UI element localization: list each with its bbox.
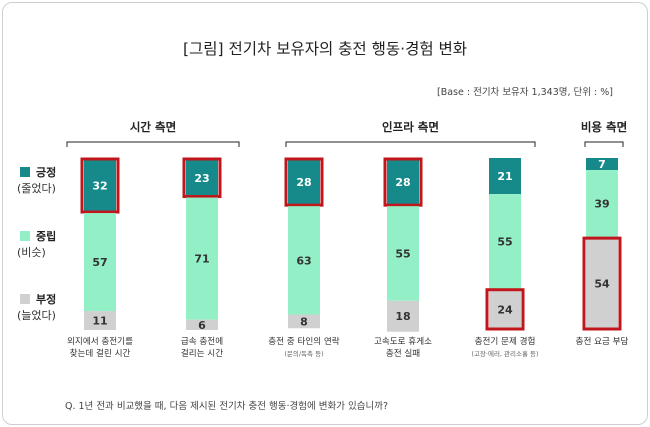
- bar-neutral-3: [387, 206, 419, 301]
- group-label: 비용 측면: [581, 120, 627, 134]
- bar-neutral-0: [84, 213, 116, 312]
- value-label: 28: [296, 176, 311, 189]
- bar-negative-3: [387, 300, 419, 332]
- category-label: 충전 실패: [386, 348, 420, 359]
- value-label: 32: [92, 180, 107, 193]
- bar-positive-0: [84, 158, 116, 214]
- value-label: 7: [598, 158, 606, 171]
- bar-neutral-1: [186, 197, 218, 320]
- highlight-box: [182, 157, 222, 199]
- bar-positive-3: [387, 158, 419, 207]
- bar-neutral-2: [288, 206, 320, 315]
- highlight-box: [582, 236, 622, 331]
- value-label: 8: [300, 315, 308, 328]
- category-note: (문의/독촉 등): [284, 349, 323, 358]
- value-label: 18: [395, 310, 410, 323]
- category-label: 외지에서 충전기를: [67, 335, 133, 347]
- base-note: [Base : 전기차 보유자 1,343명, 단위 : %]: [437, 86, 613, 98]
- legend-sub-label: (비슷): [17, 246, 46, 259]
- group-headers: 시간 측면 인프라 측면 비용 측면: [66, 120, 627, 147]
- category-label: 고속도로 휴게소: [374, 336, 432, 347]
- highlight-box: [383, 157, 423, 207]
- bar-negative-4: [489, 288, 521, 330]
- legend-sub-label: (줄었다): [17, 182, 56, 195]
- value-label: 57: [92, 256, 107, 269]
- bar-positive-1: [186, 158, 218, 198]
- legend: 긍정 (줄었다) 중립 (비슷) 부정 (늘었다): [17, 165, 56, 322]
- legend-label: 부정: [36, 292, 56, 306]
- value-label: 6: [198, 319, 206, 332]
- group-bracket: [285, 141, 536, 147]
- category-label: 걸리는 시간: [181, 348, 223, 359]
- bar-negative-1: [186, 319, 218, 330]
- bars: 32 57 11 23 71 6 28 63 8 28 55 18 21 55 24 7 39 54: [80, 157, 622, 332]
- bar-negative-0: [84, 311, 116, 330]
- bar-positive-2: [288, 158, 320, 207]
- group-bracket: [66, 141, 240, 147]
- value-label: 71: [194, 253, 209, 266]
- category-label: 충전 중 타인의 연락: [268, 335, 340, 347]
- survey-question: Q. 1년 전과 비교했을 때, 다음 제시된 전기차 충전 행동·경험에 변화…: [65, 400, 388, 412]
- group-bracket: [584, 141, 624, 147]
- highlight-box: [485, 288, 525, 331]
- value-label: 55: [395, 247, 410, 260]
- category-label: 충전기 문제 경험: [475, 335, 536, 347]
- group-label: 시간 측면: [130, 120, 176, 134]
- legend-swatch-negative: [20, 294, 30, 304]
- value-label: 54: [594, 278, 610, 291]
- chart-title: [그림] 전기차 보유자의 충전 행동·경험 변화: [183, 40, 467, 58]
- legend-swatch-positive: [20, 167, 30, 177]
- category-label: 충전 요금 부담: [576, 335, 629, 347]
- legend-label: 긍정: [36, 165, 56, 179]
- bar-positive-5: [586, 158, 618, 171]
- legend-label: 중립: [36, 230, 56, 243]
- highlight-box: [80, 157, 120, 214]
- category-label: 찾는데 걸린 시간: [70, 348, 131, 359]
- chart-canvas: [그림] 전기차 보유자의 충전 행동·경험 변화 [Base : 전기차 보유…: [17, 40, 629, 412]
- group-label: 인프라 측면: [382, 120, 439, 134]
- value-label: 28: [395, 176, 410, 189]
- value-label: 55: [497, 235, 512, 248]
- bar-negative-5: [586, 237, 618, 330]
- value-label: 39: [594, 198, 609, 211]
- value-label: 23: [194, 172, 209, 185]
- category-note: (고장·에러, 관리소홀 등): [471, 349, 538, 358]
- highlight-box: [284, 157, 324, 207]
- legend-swatch-neutral: [20, 231, 30, 241]
- category-label: 급속 충전에: [181, 336, 223, 347]
- value-label: 11: [92, 315, 107, 328]
- legend-sub-label: (늘었다): [17, 309, 56, 322]
- bar-negative-2: [288, 314, 320, 329]
- value-label: 63: [296, 254, 311, 267]
- bar-neutral-5: [586, 170, 618, 238]
- value-label: 21: [497, 170, 512, 183]
- bar-neutral-4: [489, 194, 521, 289]
- value-label: 24: [497, 303, 513, 316]
- bar-positive-4: [489, 158, 521, 195]
